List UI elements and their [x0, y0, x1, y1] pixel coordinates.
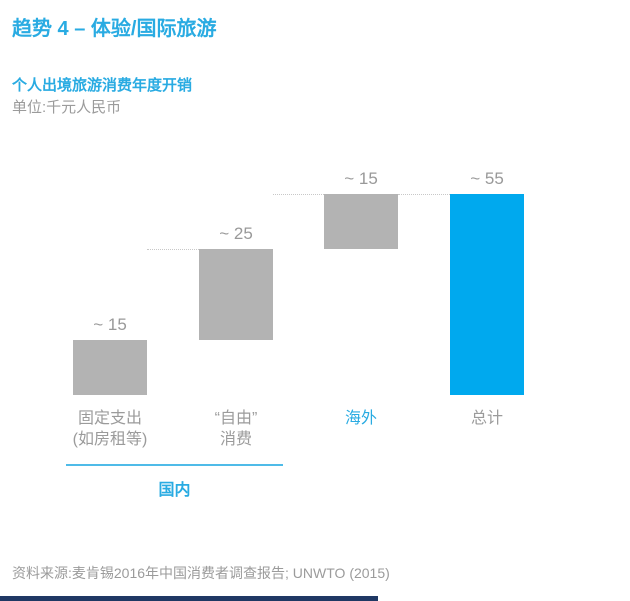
- bar-category-label: 海外: [344, 410, 377, 427]
- chart-title: 个人出境旅游消费年度开销: [12, 77, 193, 94]
- waterfall-bar-3: [450, 194, 524, 395]
- bar-category-label: 总计: [470, 410, 503, 427]
- connector-line: [273, 194, 324, 195]
- domestic-group-underline: [66, 464, 283, 466]
- bar-value-label: ~ 15: [93, 315, 127, 334]
- waterfall-bar-1: [199, 249, 273, 340]
- bar-value-label: ~ 15: [344, 169, 378, 188]
- source-note: 资料来源:麦肯锡2016年中国消费者调查报告; UNWTO (2015): [12, 565, 390, 581]
- footer-accent-bar: [0, 596, 378, 601]
- chart-unit-label: 单位:千元人民币: [12, 99, 122, 116]
- connector-line: [147, 249, 199, 250]
- bar-value-label: ~ 25: [219, 224, 253, 243]
- bar-value-label: ~ 55: [470, 169, 504, 188]
- domestic-group-label: 国内: [158, 482, 191, 499]
- page-title: 趋势 4 – 体验/国际旅游: [12, 18, 217, 40]
- connector-line: [398, 194, 450, 195]
- waterfall-bar-2: [324, 194, 398, 249]
- bar-category-label: “自由” 消费: [214, 410, 258, 448]
- bar-category-label: 固定支出 (如房租等): [72, 410, 148, 448]
- waterfall-bar-0: [73, 340, 147, 395]
